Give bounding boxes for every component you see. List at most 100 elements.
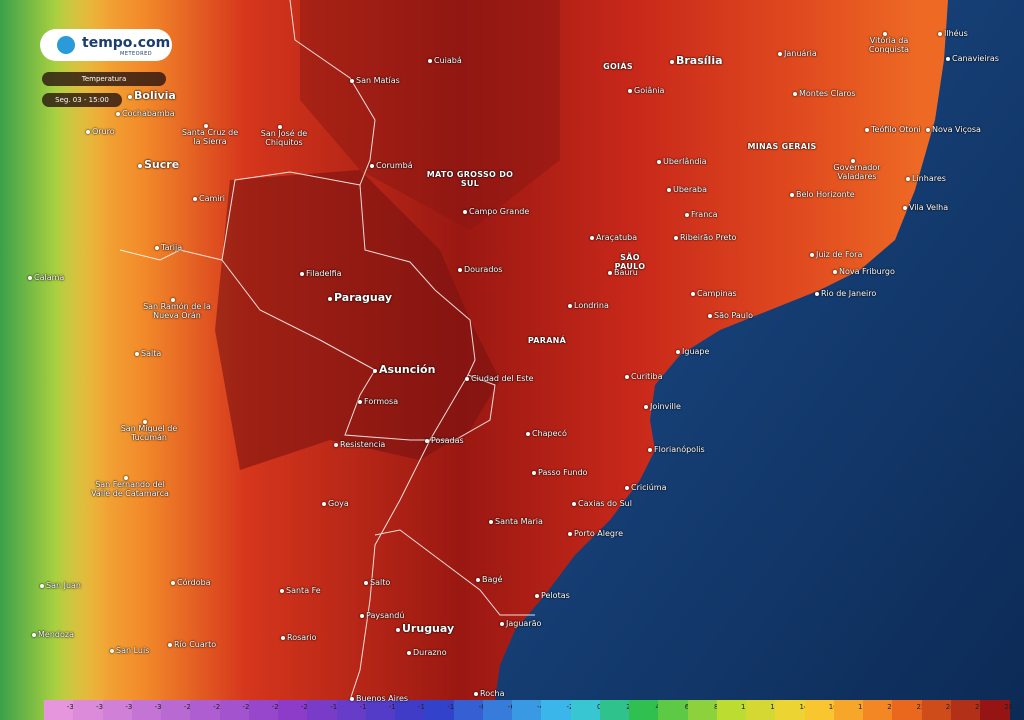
legend-cell xyxy=(833,700,865,720)
legend-cell xyxy=(599,700,631,720)
place-dot xyxy=(86,130,90,134)
place-dot xyxy=(143,420,147,424)
legend-cell xyxy=(161,700,192,720)
city-label: Chapecó xyxy=(532,429,567,438)
legend-cell xyxy=(453,700,484,720)
legend-cell xyxy=(804,700,835,720)
region-label: Sucre xyxy=(144,158,180,171)
place-dot xyxy=(300,272,304,276)
legend-tick: -16 xyxy=(351,703,379,711)
legend-tick: -34 xyxy=(88,703,116,711)
place-dot xyxy=(851,159,855,163)
layer-name[interactable]: Temperatura xyxy=(42,72,166,86)
place-dot xyxy=(428,59,432,63)
place-dot xyxy=(110,649,114,653)
legend-cell xyxy=(190,700,221,720)
legend-cell xyxy=(424,700,455,720)
logo[interactable]: tempo.com METEORED xyxy=(40,29,172,61)
city-label: Teófilo Otoni xyxy=(871,125,921,134)
legend-cell xyxy=(102,700,133,720)
place-dot xyxy=(128,95,132,99)
place-dot xyxy=(833,270,837,274)
place-dot xyxy=(358,400,362,404)
city-label: San Matías xyxy=(356,76,400,85)
place-dot xyxy=(590,236,594,240)
place-dot xyxy=(532,471,536,475)
place-dot xyxy=(810,253,814,257)
city-label: Formosa xyxy=(364,397,399,406)
state-label: GOIÁS xyxy=(603,62,633,71)
legend-tick: -8 xyxy=(468,703,496,711)
legend-cell xyxy=(570,700,601,720)
city-label: Bagé xyxy=(482,575,503,584)
city-label: Santa Fe xyxy=(286,586,321,595)
place-dot xyxy=(458,268,462,272)
city-label: Ciudad del Este xyxy=(471,374,534,383)
legend-tick: 16 xyxy=(819,703,847,711)
city-label: Rocha xyxy=(480,689,505,698)
city-label: Río Cuarto xyxy=(174,640,217,649)
city-label: Cochabamba xyxy=(122,109,175,118)
legend-cell xyxy=(716,700,748,720)
city-label: Nova Viçosa xyxy=(932,125,981,134)
place-dot xyxy=(568,532,572,536)
city-label: Araçatuba xyxy=(596,233,638,242)
place-dot xyxy=(476,578,480,582)
place-dot xyxy=(116,112,120,116)
legend-tick: -10 xyxy=(439,703,467,711)
legend-cell xyxy=(44,700,75,720)
city-label: Corumbá xyxy=(376,161,413,170)
legend-tick: 0 xyxy=(585,703,613,711)
city-label: Londrina xyxy=(574,301,609,310)
legend-cell xyxy=(687,700,718,720)
legend-cell xyxy=(131,700,162,720)
city-label: Curitiba xyxy=(631,372,663,381)
place-dot xyxy=(28,276,32,280)
place-dot xyxy=(778,52,782,56)
city-label: San Ramón de la Nueva Orán xyxy=(143,302,211,320)
legend-tick: 20 xyxy=(878,703,906,711)
place-dot xyxy=(903,206,907,210)
city-label: Linhares xyxy=(912,174,946,183)
legend-tick: -26 xyxy=(205,703,233,711)
legend-cell xyxy=(365,700,397,720)
city-label: Resistencia xyxy=(340,440,386,449)
legend-cell xyxy=(921,700,952,720)
city-label: Porto Alegre xyxy=(574,529,624,538)
city-label: Goiânia xyxy=(634,86,665,95)
place-dot xyxy=(674,236,678,240)
legend-cell xyxy=(73,700,104,720)
city-label: Joinville xyxy=(650,402,681,411)
legend-tick: -14 xyxy=(380,703,408,711)
city-label: Nova Friburgo xyxy=(839,267,895,276)
city-label: Vitória da Conquista xyxy=(868,36,910,54)
place-dot xyxy=(322,502,326,506)
city-label: Januária xyxy=(784,49,817,58)
city-label: Canavieiras xyxy=(952,54,999,63)
city-label: San Miguel de Tucumán xyxy=(120,424,178,442)
city-label: Franca xyxy=(691,210,718,219)
legend-tick: 4 xyxy=(644,703,672,711)
legend-tick: 18 xyxy=(848,703,876,711)
place-dot xyxy=(708,314,712,318)
city-label: Goya xyxy=(328,499,349,508)
legend-tick: 28 xyxy=(1004,703,1014,711)
city-label: Bauru xyxy=(614,268,638,277)
city-label: Santa Maria xyxy=(495,517,543,526)
place-dot xyxy=(691,292,695,296)
place-dot xyxy=(280,589,284,593)
city-label: Florianópolis xyxy=(654,445,705,454)
place-dot xyxy=(281,636,285,640)
place-dot xyxy=(793,92,797,96)
place-dot xyxy=(572,502,576,506)
city-label: Criciúma xyxy=(631,483,667,492)
city-label: Santa Cruz de la Sierra xyxy=(181,128,239,146)
city-label: Salto xyxy=(370,578,391,587)
city-label: Filadelfia xyxy=(306,269,342,278)
place-dot xyxy=(628,89,632,93)
city-label: San Luis xyxy=(116,646,150,655)
place-dot xyxy=(328,297,332,301)
time-label[interactable]: Seg. 03 - 15:00 xyxy=(42,93,122,107)
place-dot xyxy=(463,210,467,214)
